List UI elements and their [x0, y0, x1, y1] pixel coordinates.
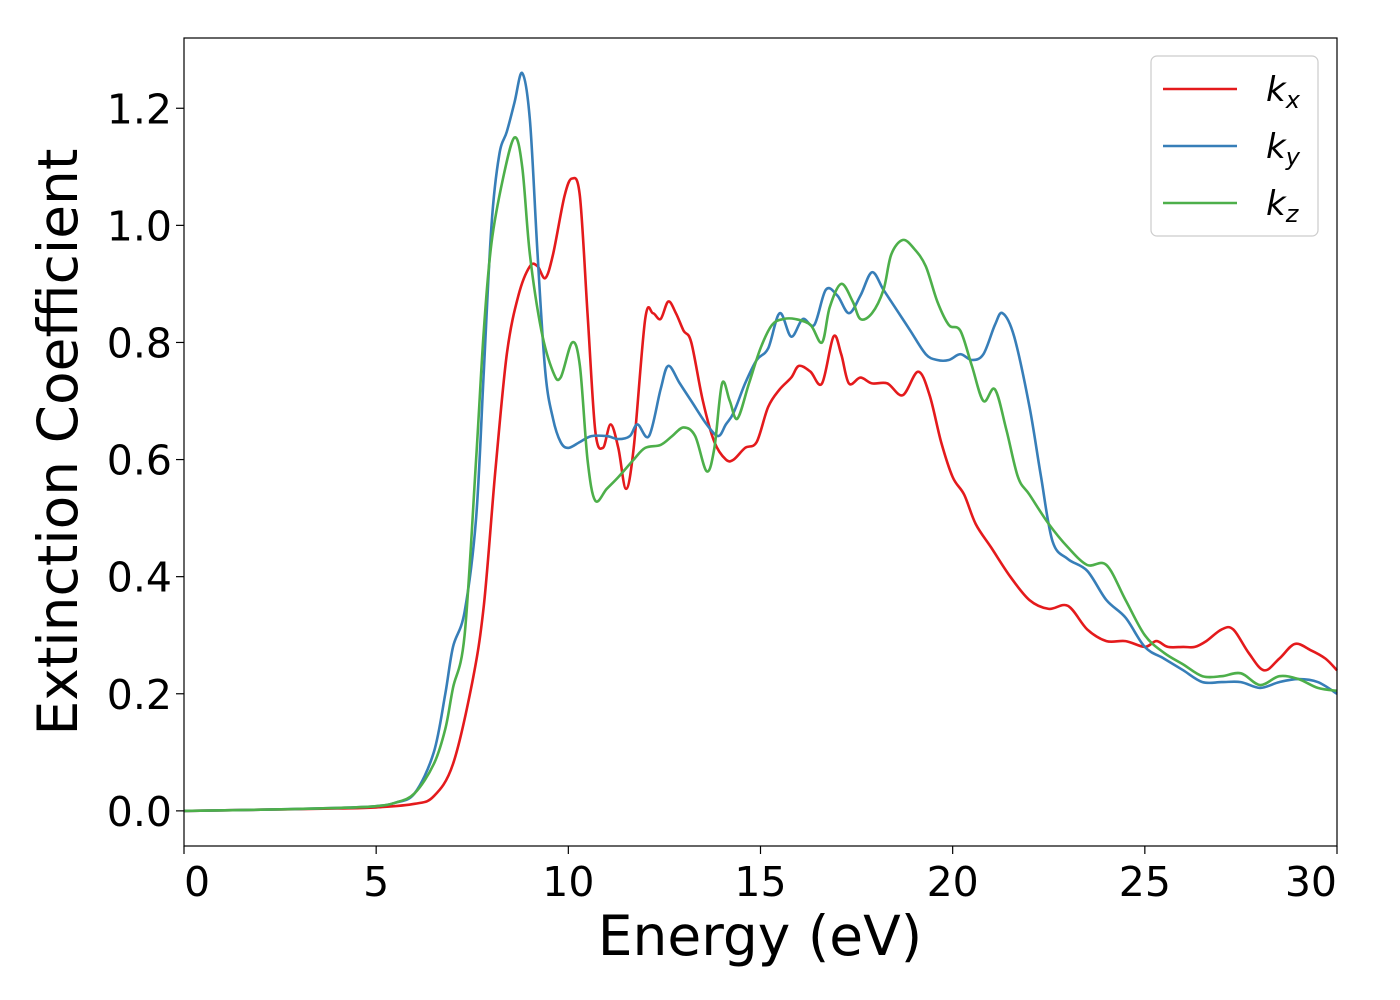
x-tick-label: 15 [734, 858, 786, 906]
x-tick-label: 20 [927, 858, 979, 906]
x-tick-label: 5 [363, 858, 389, 906]
legend-label-kz: kz [1266, 184, 1300, 228]
y-tick-label: 1.0 [107, 202, 172, 250]
y-tick-label: 1.2 [107, 85, 172, 133]
x-tick-label: 25 [1119, 858, 1171, 906]
legend-label-kx: kx [1266, 70, 1301, 114]
x-tick-label: 10 [542, 858, 594, 906]
series-line-ky [183, 71, 1338, 813]
series-layer [183, 71, 1338, 813]
legend-label-ky: ky [1266, 127, 1301, 171]
x-tick-label: 0 [184, 858, 210, 906]
y-tick-label: 0.8 [107, 319, 172, 367]
series-line-kx [183, 176, 1338, 813]
plot-area [184, 38, 1337, 846]
y-axis-label: Extinction Coefficient [26, 149, 90, 736]
y-tick-label: 0.4 [107, 554, 172, 602]
y-tick-label: 0.6 [107, 437, 172, 485]
x-axis-ticks: 0 5 10 15 20 25 30 [183, 846, 1338, 906]
legend: kx ky kz [1150, 55, 1319, 237]
x-tick-label: 30 [1285, 858, 1337, 906]
y-axis-ticks: 0.0 0.2 0.4 0.6 0.8 1.0 1.2 [107, 85, 184, 836]
y-tick-label: 0.2 [107, 671, 172, 719]
x-axis-label: Energy (eV) [598, 904, 922, 968]
y-tick-label: 0.0 [107, 788, 172, 836]
series-line-kz [183, 136, 1338, 813]
